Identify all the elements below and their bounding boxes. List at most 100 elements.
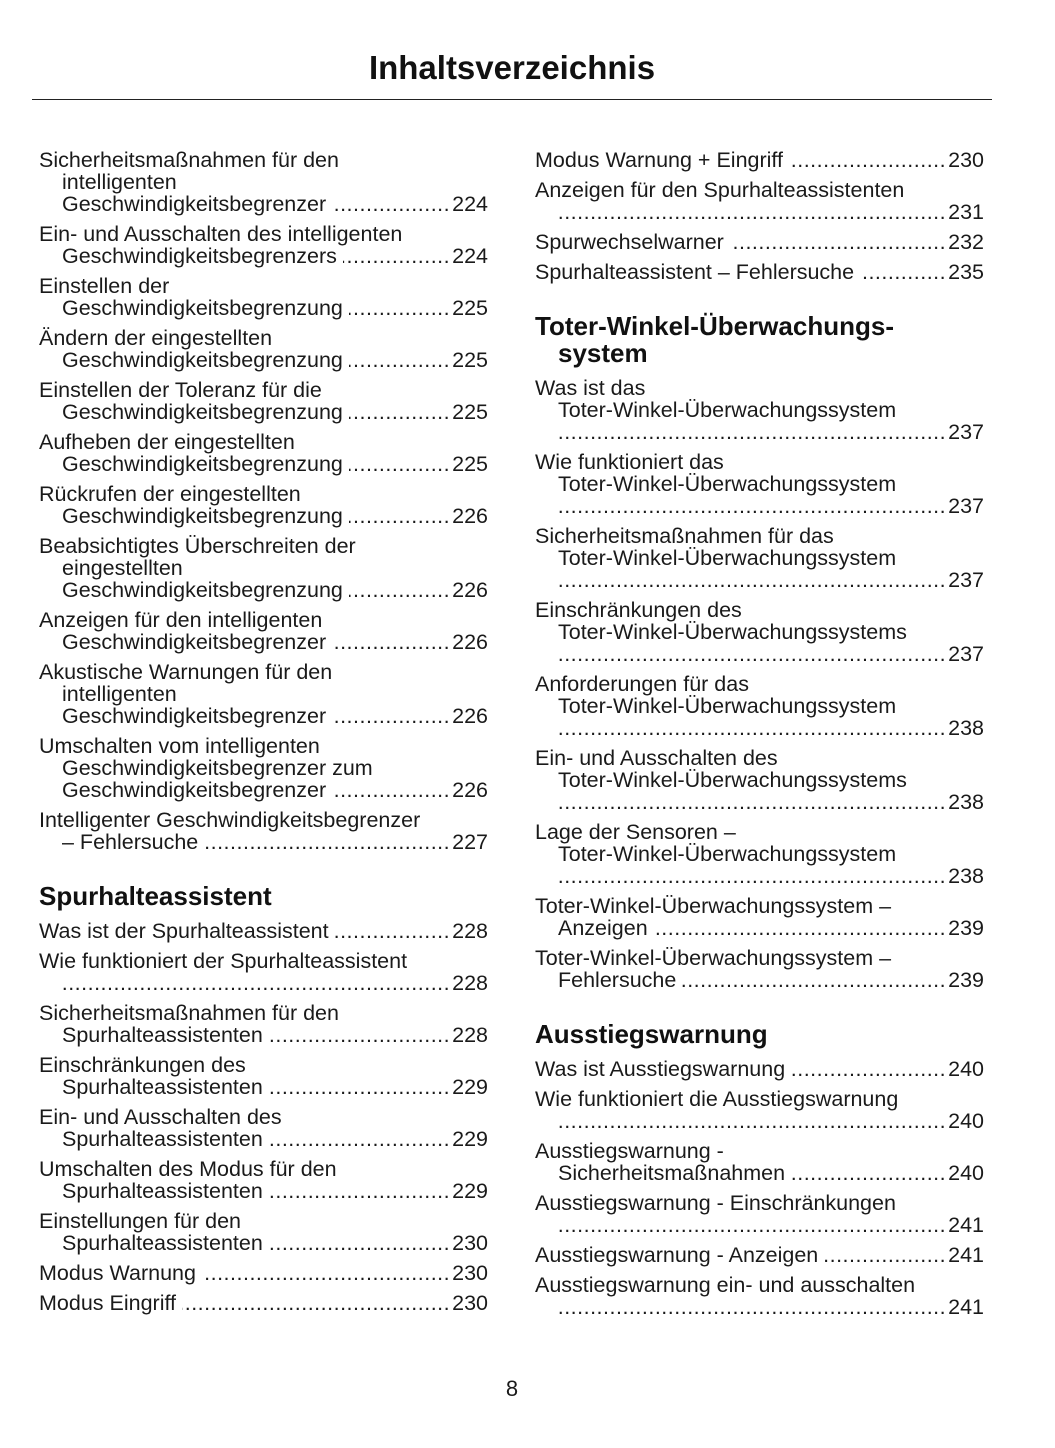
toc-entry[interactable]: Ein- und Ausschalten des intelligenten Ge… — [39, 223, 488, 267]
toc-page-number[interactable]: 228 — [452, 1023, 488, 1047]
toc-page-number[interactable]: 226 — [452, 578, 488, 602]
toc-entry[interactable]: Sicherheitsmaßnahmen für den Spurhalteass… — [39, 1002, 488, 1046]
toc-page-number[interactable]: 227 — [452, 830, 488, 854]
toc-page-number[interactable]: 229 — [452, 1127, 488, 1151]
toc-page-number[interactable]: 228 — [452, 971, 488, 995]
toc-entry[interactable]: Modus Eingriff 230 — [39, 1292, 488, 1314]
toc-entry[interactable]: Ein- und Ausschalten des Spurhalteassiste… — [39, 1106, 488, 1150]
toc-page-number[interactable]: 239 — [948, 916, 984, 940]
toc-entry[interactable]: Sicherheitsmaßnahmen für den intelligente… — [39, 149, 488, 215]
toc-entry[interactable]: Ausstiegswarnung - Einschränkungen 241 — [535, 1192, 984, 1236]
toc-entry-text: Geschwindigkeitsbegrenzer — [62, 630, 327, 654]
toc-entry[interactable]: Ein- und Ausschalten des Toter-Winkel-Übe… — [535, 747, 984, 813]
toc-page-number[interactable]: 224 — [452, 192, 488, 216]
toc-page-number[interactable]: 232 — [948, 230, 984, 254]
toc-entry-text: Ein- und Ausschalten des — [535, 746, 778, 770]
toc-page-number[interactable]: 226 — [452, 778, 488, 802]
toc-entry[interactable]: Modus Warnung + Eingriff 230 — [535, 149, 984, 171]
toc-entry-text: Anzeigen für den Spurhalteassistenten — [535, 178, 905, 202]
toc-entry[interactable]: Spurwechselwarner 232 — [535, 231, 984, 253]
toc-entry[interactable]: Akustische Warnungen für den intelligente… — [39, 661, 488, 727]
toc-entry[interactable]: Umschalten vom intelligenten Geschwindigk… — [39, 735, 488, 801]
toc-page-number[interactable]: 241 — [948, 1243, 984, 1267]
toc-entry[interactable]: Aufheben der eingestellten Geschwindigkei… — [39, 431, 488, 475]
toc-page-number[interactable]: 230 — [948, 148, 984, 172]
toc-page-number[interactable]: 239 — [948, 968, 984, 992]
toc-page-number[interactable]: 225 — [452, 400, 488, 424]
toc-entry-text: Spurwechselwarner — [535, 230, 724, 254]
toc-page-number[interactable]: 238 — [948, 790, 984, 814]
toc-entry[interactable]: Rückrufen der eingestellten Geschwindigke… — [39, 483, 488, 527]
toc-page-number[interactable]: 226 — [452, 630, 488, 654]
dot-leader — [860, 261, 946, 283]
toc-entry[interactable]: Anzeigen für den intelligenten Geschwindi… — [39, 609, 488, 653]
toc-entry-text: Toter-Winkel-Überwachungssystem — [558, 546, 897, 570]
toc-entry[interactable]: Sicherheitsmaßnahmen für das Toter-Winkel… — [535, 525, 984, 591]
toc-entry[interactable]: Was ist der Spurhalteassistent 228 — [39, 920, 488, 942]
toc-page-number[interactable]: 240 — [948, 1057, 984, 1081]
toc-entry-line: Anzeigen für den Spurhalteassistenten — [535, 179, 984, 201]
toc-entry[interactable]: Toter-Winkel-Überwachungssystem – Fehlers… — [535, 947, 984, 991]
toc-entry[interactable]: Was ist Ausstiegswarnung 240 — [535, 1058, 984, 1080]
toc-page-number[interactable]: 226 — [452, 504, 488, 528]
toc-entry[interactable]: Einstellungen für den Spurhalteassistente… — [39, 1210, 488, 1254]
toc-entry[interactable]: Anforderungen für das Toter-Winkel-Überwa… — [535, 673, 984, 739]
toc-page-number[interactable]: 240 — [948, 1161, 984, 1185]
toc-page-number[interactable]: 237 — [948, 494, 984, 518]
toc-page-number[interactable]: 235 — [948, 260, 984, 284]
toc-entry[interactable]: Ausstiegswarnung -Sicherheitsmaßnahmen 24… — [535, 1140, 984, 1184]
toc-page-number[interactable]: 225 — [452, 296, 488, 320]
dot-leader — [62, 972, 450, 994]
toc-entry-line: 238 — [535, 717, 984, 739]
toc-page-number[interactable]: 241 — [948, 1213, 984, 1237]
toc-page-number[interactable]: 230 — [452, 1231, 488, 1255]
dot-leader — [558, 791, 946, 813]
toc-entry[interactable]: Wie funktioniert die Ausstiegswarnung 240 — [535, 1088, 984, 1132]
toc-entry-line: Umschalten vom intelligenten — [39, 735, 488, 757]
toc-entry[interactable]: Einstellen der Geschwindigkeitsbegrenzung… — [39, 275, 488, 319]
toc-entry[interactable]: Anzeigen für den Spurhalteassistenten 231 — [535, 179, 984, 223]
toc-page-number[interactable]: 237 — [948, 568, 984, 592]
toc-page-number[interactable]: 230 — [452, 1261, 488, 1285]
toc-entry-line: Spurhalteassistent – Fehlersuche 235 — [535, 261, 984, 283]
toc-page-number[interactable]: 238 — [948, 864, 984, 888]
toc-page-number[interactable]: 237 — [948, 420, 984, 444]
dot-leader — [558, 569, 946, 591]
toc-entry-text: Spurhalteassistent – Fehlersuche — [535, 260, 855, 284]
toc-page-number[interactable]: 231 — [948, 200, 984, 224]
toc-page-number[interactable]: 226 — [452, 704, 488, 728]
toc-entry-text: Geschwindigkeitsbegrenzer — [62, 778, 327, 802]
toc-entry[interactable]: Ausstiegswarnung - Anzeigen 241 — [535, 1244, 984, 1266]
toc-entry[interactable]: Wie funktioniert das Toter-Winkel-Überwac… — [535, 451, 984, 517]
toc-entry-line: Ein- und Ausschalten des — [535, 747, 984, 769]
toc-page-number[interactable]: 240 — [948, 1109, 984, 1133]
toc-page-number[interactable]: 241 — [948, 1295, 984, 1319]
toc-page-number[interactable]: 238 — [948, 716, 984, 740]
toc-page-number[interactable]: 237 — [948, 642, 984, 666]
dot-leader — [332, 705, 450, 727]
toc-page-number[interactable]: 225 — [452, 452, 488, 476]
toc-entry-line: Beabsichtigtes Überschreiten der — [39, 535, 488, 557]
toc-entry[interactable]: Ändern der eingestellten Geschwindigkeits… — [39, 327, 488, 371]
toc-page-number[interactable]: 225 — [452, 348, 488, 372]
toc-entry-line: intelligenten — [39, 683, 488, 705]
toc-entry[interactable]: Lage der Sensoren – Toter-Winkel-Überwach… — [535, 821, 984, 887]
toc-entry[interactable]: Ausstiegswarnung ein- und ausschalten 241 — [535, 1274, 984, 1318]
toc-page-number[interactable]: 224 — [452, 244, 488, 268]
toc-entry[interactable]: Intelligenter Geschwindigkeitsbegrenzer –… — [39, 809, 488, 853]
toc-page-number[interactable]: 229 — [452, 1179, 488, 1203]
toc-entry[interactable]: Toter-Winkel-Überwachungssystem – Anzeige… — [535, 895, 984, 939]
toc-entry[interactable]: Wie funktioniert der Spurhalteassistent 2… — [39, 950, 488, 994]
toc-page-number[interactable]: 229 — [452, 1075, 488, 1099]
toc-page-number[interactable]: 230 — [452, 1291, 488, 1315]
toc-entry-line: eingestellten — [39, 557, 488, 579]
toc-entry[interactable]: Beabsichtigtes Überschreiten der eingeste… — [39, 535, 488, 601]
toc-entry[interactable]: Umschalten des Modus für den Spurhalteass… — [39, 1158, 488, 1202]
toc-entry[interactable]: Was ist das Toter-Winkel-Überwachungssyst… — [535, 377, 984, 443]
toc-entry[interactable]: Spurhalteassistent – Fehlersuche 235 — [535, 261, 984, 283]
toc-entry[interactable]: Modus Warnung 230 — [39, 1262, 488, 1284]
toc-entry[interactable]: Einstellen der Toleranz für die Geschwind… — [39, 379, 488, 423]
toc-entry[interactable]: Einschränkungen des Toter-Winkel-Überwach… — [535, 599, 984, 665]
toc-page-number[interactable]: 228 — [452, 919, 488, 943]
